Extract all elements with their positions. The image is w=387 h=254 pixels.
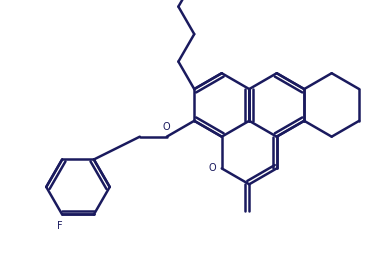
Text: O: O (163, 122, 171, 132)
Text: O: O (208, 163, 216, 173)
Text: F: F (57, 221, 63, 231)
